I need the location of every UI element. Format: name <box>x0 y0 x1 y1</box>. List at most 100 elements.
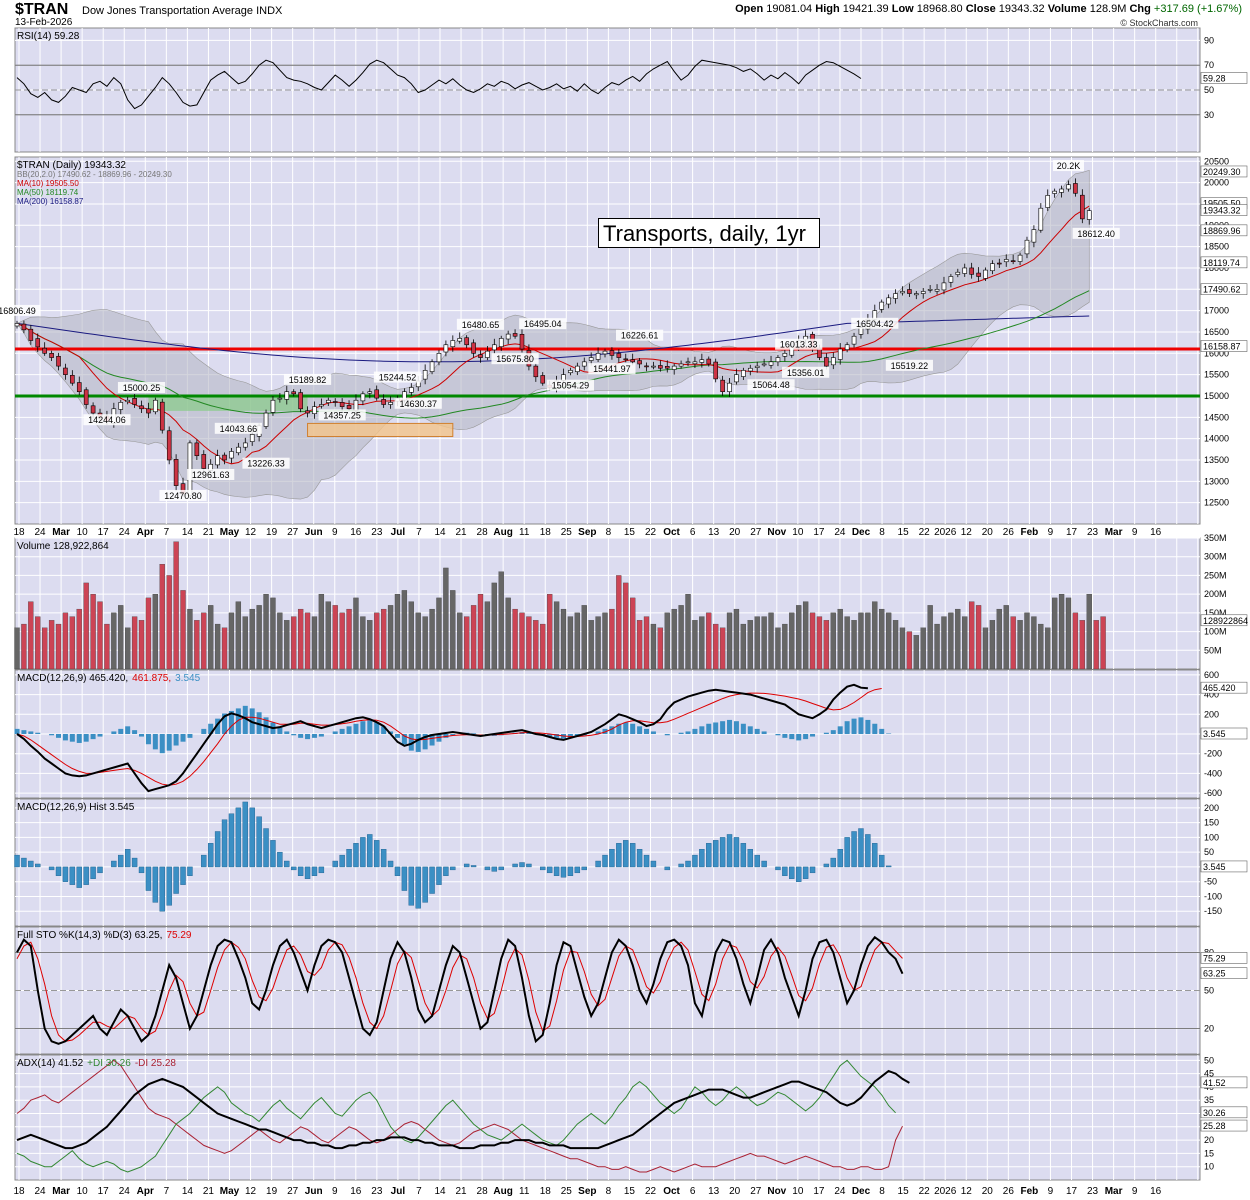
hist-bar <box>111 860 117 868</box>
volume-bar <box>256 605 262 670</box>
volume-bar <box>1093 620 1099 670</box>
sto-k-line <box>16 935 904 1045</box>
hist-bar <box>726 834 733 868</box>
volume-bar <box>325 601 331 670</box>
price-candle <box>588 357 594 361</box>
price-candle <box>934 288 940 292</box>
macd-hist-bar <box>360 721 366 734</box>
hist-bar <box>685 860 691 868</box>
volume-bar <box>761 616 767 670</box>
xaxis-label: 7 <box>164 527 170 538</box>
volume-bar <box>713 623 719 670</box>
volume-bar <box>899 627 906 670</box>
price-legend-item: MA(10) 19505.50 <box>17 179 79 188</box>
price-label-bg <box>214 422 262 434</box>
hist-bar <box>498 866 504 871</box>
price-label-bg <box>747 379 795 391</box>
stockcharts-credit: © StockCharts.com <box>1120 18 1198 28</box>
macd-line <box>16 683 868 793</box>
volume-bar <box>69 616 75 670</box>
macd-hist-bar <box>803 734 809 740</box>
volume-bar <box>304 612 311 670</box>
macd-hist-bar <box>305 734 311 740</box>
volume-bar <box>346 608 352 670</box>
volume-bar <box>643 616 650 670</box>
high-label: High <box>815 3 840 15</box>
price-candle <box>457 338 463 342</box>
price-candle <box>498 338 504 347</box>
volume-bar <box>491 582 497 670</box>
volume-bar <box>920 627 926 670</box>
volume-ytick-label: 150M <box>1204 608 1227 618</box>
macd-hist-bar <box>367 719 373 734</box>
rsi-legend-item: RSI(14) 59.28 <box>17 31 80 42</box>
macd-hist-bar <box>422 734 428 750</box>
macd-hist-bar <box>754 728 760 734</box>
bottom-xaxis-label: 26 <box>1003 1186 1015 1197</box>
macd-hist-bar <box>713 722 719 734</box>
hist-bar <box>35 863 41 868</box>
hist-bar <box>463 863 470 868</box>
volume-bar <box>733 608 740 670</box>
hist-bar <box>491 866 498 872</box>
hist-bar <box>228 813 235 868</box>
price-candle <box>630 359 635 363</box>
macd-hist-bar <box>616 723 622 734</box>
stochastic-ytick-label: 50 <box>1204 986 1214 996</box>
hist-bar <box>664 866 670 871</box>
price-right-label: 20249.30 <box>1203 167 1241 177</box>
volume-bar <box>339 612 345 670</box>
price-candle <box>775 357 781 363</box>
macd-hist-bar <box>443 734 449 738</box>
bottom-xaxis-label: 25 <box>561 1186 573 1197</box>
volume-bar <box>367 620 373 670</box>
volume-bar <box>865 612 871 670</box>
adx-ytick-label: 15 <box>1204 1148 1214 1158</box>
volume-bar <box>228 612 235 670</box>
macd-hist-bar <box>408 734 414 751</box>
rsi-last-label: 59.28 <box>1203 73 1226 83</box>
price-candle <box>56 355 61 367</box>
price-candle <box>1066 184 1071 190</box>
price-label-bg <box>851 317 899 329</box>
volume-bar <box>221 627 228 670</box>
price-candle <box>734 374 739 383</box>
price-right-label: 18869.96 <box>1203 226 1241 236</box>
hist-bar <box>360 837 366 868</box>
macd-hist-bar <box>644 728 650 734</box>
xaxis-label: 28 <box>477 527 489 538</box>
volume-bar <box>270 597 276 670</box>
macd-hist-bar <box>291 734 297 736</box>
volume-bar <box>699 616 705 670</box>
macd_hist-ytick-label: 50 <box>1204 847 1214 857</box>
volume-bar <box>353 597 359 670</box>
volume-bar <box>387 605 394 670</box>
price-candle <box>920 291 926 294</box>
price-label-bg <box>318 409 366 421</box>
bottom-xaxis-label: 17 <box>1066 1186 1078 1197</box>
price-candle <box>658 365 663 369</box>
hist-bar <box>422 866 428 903</box>
price-legend-item: MA(50) 18119.74 <box>17 188 79 197</box>
volume-bar <box>214 623 221 670</box>
price-candle <box>35 338 41 348</box>
bottom-xaxis-label: 17 <box>813 1186 825 1197</box>
hist-bar <box>595 860 601 868</box>
volume-bar <box>678 605 684 670</box>
adx-legend-part: ADX(14) 41.52 <box>17 1058 84 1069</box>
xaxis-label: 12 <box>961 527 973 538</box>
price-candle <box>616 353 622 358</box>
macd_hist-legend-item: MACD(12,26,9) Hist 3.545 <box>17 802 135 813</box>
hist-bar <box>629 843 636 868</box>
hist-bar <box>55 866 62 876</box>
macd-hist-bar <box>872 723 878 734</box>
adx-panel-bg <box>14 1054 1201 1181</box>
macd_hist-ytick-label: 100 <box>1204 832 1219 842</box>
price-candle <box>312 406 317 414</box>
xaxis-label: Jul <box>391 527 406 538</box>
price-label: 16504.42 <box>856 319 894 329</box>
volume-bar <box>664 612 670 670</box>
volume-bar <box>1072 612 1079 670</box>
hist-bar <box>567 866 574 876</box>
bottom-xaxis-label: Mar <box>52 1186 70 1197</box>
